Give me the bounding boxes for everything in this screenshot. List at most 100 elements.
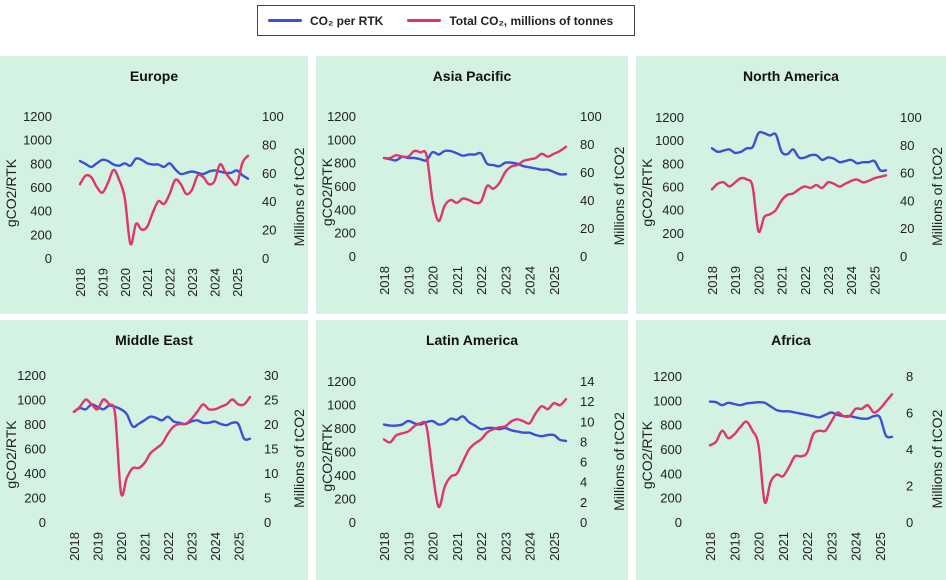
y-tick-label: 1200 <box>653 369 682 384</box>
y-tick-label: 1000 <box>653 393 682 408</box>
chart-title: Asia Pacific <box>433 68 512 84</box>
y-tick-label: 800 <box>662 156 684 171</box>
chart-middle-east: Middle East 0 200 400 600 800 1000 1200 0 5 10 15 20… <box>3 332 307 561</box>
y-tick-label: 200 <box>662 226 684 241</box>
x-tick-label: 2024 <box>849 532 864 561</box>
x-tick-label: 2022 <box>800 532 815 561</box>
x-tick-label: 2023 <box>498 266 513 295</box>
chart-title: Latin America <box>426 332 518 348</box>
x-tick-label: 2018 <box>705 266 720 295</box>
y2-tick-label: 4 <box>906 442 913 457</box>
y-tick-label: 400 <box>24 466 46 481</box>
x-tick-label: 2025 <box>231 532 246 561</box>
y2-tick-label: 40 <box>900 193 914 208</box>
chart-north-america: North America 0 200 400 600 800 1000 1200 0 20 40 6… <box>639 68 945 295</box>
y-tick-label: 400 <box>662 203 684 218</box>
chart-panel-europe: Europe 0 200 400 600 800 1000 1200 0 20 40 60 80 100 2… <box>0 56 308 314</box>
x-tick-label: 2023 <box>498 532 513 561</box>
y2-tick-label: 100 <box>262 109 284 124</box>
chart-panel-middle-east: Middle East 0 200 400 600 800 1000 1200 0 5 10 15 20… <box>0 320 308 580</box>
y-tick-label: 800 <box>334 156 356 171</box>
x-tick-label: 2020 <box>751 266 766 295</box>
y2-axis-label: Millions of tCO2 <box>291 147 307 246</box>
total-co2-series-line <box>708 393 894 505</box>
y-tick-label: 200 <box>30 227 52 242</box>
y-tick-label: 800 <box>660 418 682 433</box>
y-axis-label: gCO2/RTK <box>639 420 655 489</box>
x-tick-label: 2023 <box>184 532 199 561</box>
y2-tick-label: 0 <box>262 251 269 266</box>
y-tick-label: 0 <box>349 249 356 264</box>
x-tick-label: 2023 <box>824 532 839 561</box>
y2-tick-label: 40 <box>262 194 276 209</box>
x-tick-label: 2025 <box>230 268 245 297</box>
y2-tick-label: 60 <box>262 166 276 181</box>
x-tick-label: 2018 <box>703 532 718 561</box>
x-tick-label: 2019 <box>727 532 742 561</box>
y-tick-label: 600 <box>30 180 52 195</box>
x-tick-label: 2018 <box>377 532 392 561</box>
y2-tick-label: 2 <box>906 479 913 494</box>
chart-panel-north-america: North America 0 200 400 600 800 1000 1200 0 20 40 6… <box>636 56 946 314</box>
legend-label: Total CO₂, millions of tonnes <box>449 13 614 28</box>
legend-label: CO₂ per RTK <box>310 13 384 28</box>
x-tick-label: 2021 <box>140 268 155 297</box>
x-tick-label: 2022 <box>474 532 489 561</box>
x-tick-label: 2021 <box>776 532 791 561</box>
x-tick-label: 2025 <box>547 532 562 561</box>
x-tick-label: 2019 <box>401 532 416 561</box>
chart-europe: Europe 0 200 400 600 800 1000 1200 0 20 40 60 80 100 2… <box>3 68 307 297</box>
y2-tick-label: 4 <box>580 475 587 490</box>
chart-africa: Africa 0 200 400 600 800 1000 1200 0 2 4 6 8 2018 2019… <box>639 332 945 561</box>
x-tick-label: 2021 <box>450 266 465 295</box>
y2-tick-label: 80 <box>262 137 276 152</box>
x-tick-label: 2022 <box>163 268 178 297</box>
y-tick-label: 1000 <box>17 393 46 408</box>
x-tick-label: 2023 <box>821 266 836 295</box>
x-tick-label: 2022 <box>798 266 813 295</box>
y-axis-label: gCO2/RTK <box>319 423 335 492</box>
x-tick-label: 2025 <box>873 532 888 561</box>
x-tick-label: 2024 <box>523 532 538 561</box>
y2-tick-label: 0 <box>264 515 271 530</box>
total-co2-series-line <box>382 397 568 509</box>
x-tick-label: 2024 <box>207 268 222 297</box>
y-tick-label: 800 <box>30 156 52 171</box>
y-axis-label: gCO2/RTK <box>319 157 335 226</box>
y2-tick-label: 60 <box>900 166 914 181</box>
chart-latin-america: Latin America 0 200 400 600 800 1000 1200 0 2 4 6 8 1… <box>319 332 627 561</box>
y-tick-label: 1000 <box>23 133 52 148</box>
y2-axis-label: Millions of tCO2 <box>929 409 945 508</box>
x-tick-label: 2019 <box>728 266 743 295</box>
y-tick-label: 200 <box>660 491 682 506</box>
x-tick-label: 2018 <box>73 268 88 297</box>
y-tick-label: 200 <box>334 492 356 507</box>
total-co2-series-line <box>72 395 252 497</box>
x-tick-label: 2018 <box>67 532 82 561</box>
chart-title: Middle East <box>115 332 193 348</box>
y-tick-label: 600 <box>660 442 682 457</box>
y2-tick-label: 0 <box>900 249 907 264</box>
y2-tick-label: 5 <box>264 491 271 506</box>
y-axis-label: gCO2/RTK <box>639 158 655 227</box>
y2-axis-label: Millions of tCO2 <box>291 409 307 508</box>
y-tick-label: 1200 <box>23 109 52 124</box>
x-tick-label: 2021 <box>450 532 465 561</box>
x-tick-label: 2020 <box>114 532 129 561</box>
y2-tick-label: 2 <box>580 495 587 510</box>
y-tick-label: 0 <box>675 515 682 530</box>
y2-axis-label: Millions of tCO2 <box>929 147 945 246</box>
y-tick-label: 400 <box>334 202 356 217</box>
x-tick-label: 2018 <box>377 266 392 295</box>
y-tick-label: 200 <box>334 226 356 241</box>
y-tick-label: 600 <box>334 445 356 460</box>
y2-tick-label: 0 <box>906 515 913 530</box>
y2-tick-label: 8 <box>906 369 913 384</box>
co2-per-rtk-series-line <box>382 149 568 176</box>
y2-tick-label: 80 <box>580 137 594 152</box>
y2-tick-label: 20 <box>264 417 278 432</box>
y2-tick-label: 12 <box>580 394 594 409</box>
legend-item-total-co2: Total CO₂, millions of tonnes <box>397 14 613 28</box>
y2-tick-label: 80 <box>900 138 914 153</box>
y2-tick-label: 20 <box>900 221 914 236</box>
